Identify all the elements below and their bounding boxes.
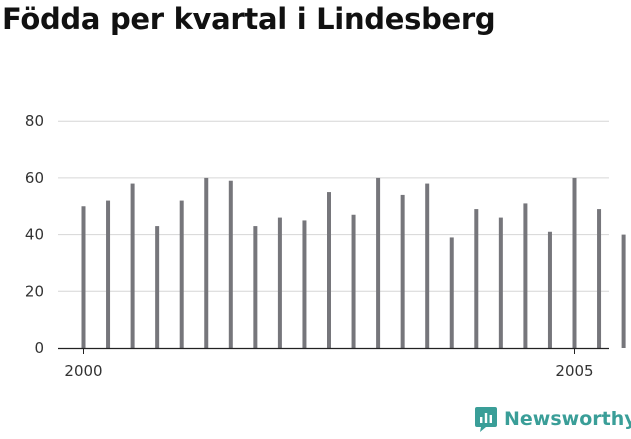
bar: [449, 237, 454, 348]
brand-name: Newsworthy: [504, 408, 631, 430]
x-tick-label: 2000: [64, 362, 102, 380]
bar: [130, 183, 135, 348]
bar: [400, 194, 405, 348]
bar: [351, 214, 356, 348]
bar: [302, 220, 307, 348]
bar: [155, 226, 160, 348]
bar: [179, 200, 184, 348]
chart-title: Födda per kvartal i Lindesberg: [2, 2, 496, 36]
bar: [277, 217, 282, 348]
bar: [376, 177, 381, 348]
bar: [474, 209, 479, 348]
x-axis: 200020052010201520202025: [64, 348, 594, 380]
bar: [228, 180, 233, 348]
y-tick-label: 60: [25, 169, 44, 187]
y-tick-label: 0: [34, 339, 44, 357]
newsworthy-logo-icon: [475, 407, 497, 432]
bar: [81, 206, 86, 348]
y-axis: 0 20 40 60 80: [25, 112, 44, 357]
bar: [327, 192, 331, 348]
bar: [621, 234, 626, 348]
bar: [597, 209, 602, 348]
bar: [498, 217, 503, 348]
bar: [204, 177, 209, 348]
x-tick-label: 2005: [555, 362, 593, 380]
bar: [572, 177, 577, 348]
gridlines: [58, 120, 609, 292]
y-tick-label: 80: [25, 112, 44, 130]
bars: [81, 177, 626, 348]
bar: [425, 183, 430, 348]
bar: [523, 203, 528, 348]
bar: [253, 226, 258, 348]
y-tick-label: 40: [25, 226, 44, 244]
bar: [106, 200, 111, 348]
bar: [547, 231, 552, 348]
brand-logo: Newsworthy: [474, 405, 631, 433]
y-tick-label: 20: [25, 282, 44, 300]
